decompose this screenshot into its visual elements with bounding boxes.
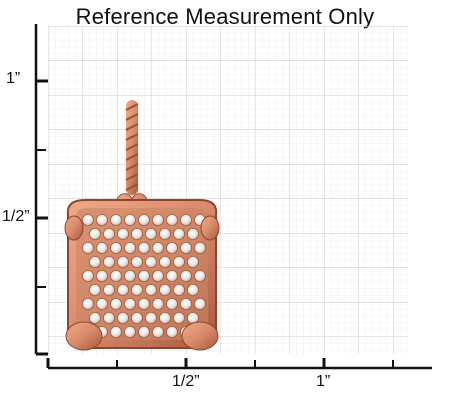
pave-stone: [158, 255, 171, 268]
pave-stone: [186, 227, 199, 240]
pave-stone: [103, 311, 116, 324]
pave-stone: [137, 213, 150, 226]
pave-stone: [124, 325, 137, 338]
pave-stone: [117, 283, 130, 296]
pave-stone: [179, 213, 192, 226]
pave-stone: [130, 227, 143, 240]
pave-stone: [158, 311, 171, 324]
x-label-one-inch: 1”: [316, 373, 331, 390]
pave-stone: [96, 297, 109, 310]
pave-stone: [165, 241, 178, 254]
pave-stone: [144, 311, 157, 324]
x-label-half-inch: 1/2”: [172, 373, 200, 390]
pave-stone: [158, 227, 171, 240]
pave-stone: [193, 269, 206, 282]
pave-stone: [172, 283, 185, 296]
pave-stone: [124, 213, 137, 226]
pave-stone: [89, 255, 102, 268]
pave-stone: [137, 325, 150, 338]
measurement-grid: [48, 26, 408, 354]
pave-stone: [137, 269, 150, 282]
pave-stone: [151, 213, 164, 226]
pave-stone: [124, 297, 137, 310]
pave-stone: [179, 241, 192, 254]
pave-stones: [82, 213, 206, 338]
pave-stone: [130, 255, 143, 268]
pave-stone: [151, 297, 164, 310]
y-label-half-inch: 1/2”: [2, 208, 30, 225]
pave-stone: [179, 269, 192, 282]
pave-stone: [151, 241, 164, 254]
pave-stone: [96, 269, 109, 282]
pave-stone: [193, 297, 206, 310]
pave-stone: [110, 213, 123, 226]
pave-stone: [96, 241, 109, 254]
pave-stone: [103, 283, 116, 296]
pave-stone: [165, 269, 178, 282]
pave-stone: [117, 311, 130, 324]
pave-stone: [82, 241, 95, 254]
y-label-one-inch: 1”: [6, 70, 21, 87]
x-axis: [46, 358, 432, 370]
pave-stone: [172, 311, 185, 324]
pave-stone: [172, 227, 185, 240]
pave-stone: [117, 255, 130, 268]
pave-stone: [193, 241, 206, 254]
pave-stone: [110, 325, 123, 338]
pave-stone: [137, 241, 150, 254]
pave-stone: [89, 283, 102, 296]
pave-stone: [110, 297, 123, 310]
pave-stone: [110, 269, 123, 282]
pave-stone: [144, 255, 157, 268]
pave-stone: [82, 269, 95, 282]
pave-stone: [151, 269, 164, 282]
pave-stone: [165, 297, 178, 310]
y-axis: [34, 24, 48, 356]
pave-stone: [82, 213, 95, 226]
pendant-body: [66, 199, 218, 349]
pave-stone: [165, 325, 178, 338]
corner-ornaments: [64, 215, 220, 351]
pave-stone: [103, 227, 116, 240]
pave-stone: [89, 311, 102, 324]
pave-stone: [117, 227, 130, 240]
pave-stone: [144, 283, 157, 296]
pave-stone: [130, 283, 143, 296]
pave-stone: [82, 297, 95, 310]
pave-stone: [124, 241, 137, 254]
pave-stone: [186, 283, 199, 296]
pave-stone: [137, 297, 150, 310]
pave-stone: [165, 213, 178, 226]
pave-stone: [130, 311, 143, 324]
pave-stone: [124, 269, 137, 282]
pave-stone: [103, 255, 116, 268]
pave-stone: [151, 325, 164, 338]
pave-stone: [158, 283, 171, 296]
pave-stone: [96, 213, 109, 226]
pave-stone: [89, 227, 102, 240]
pave-stone: [144, 227, 157, 240]
pave-stone: [179, 297, 192, 310]
pendant-image: [64, 100, 220, 351]
pave-stone: [172, 255, 185, 268]
page-title: Reference Measurement Only: [75, 4, 375, 29]
pave-stone: [110, 241, 123, 254]
pave-stone: [186, 255, 199, 268]
